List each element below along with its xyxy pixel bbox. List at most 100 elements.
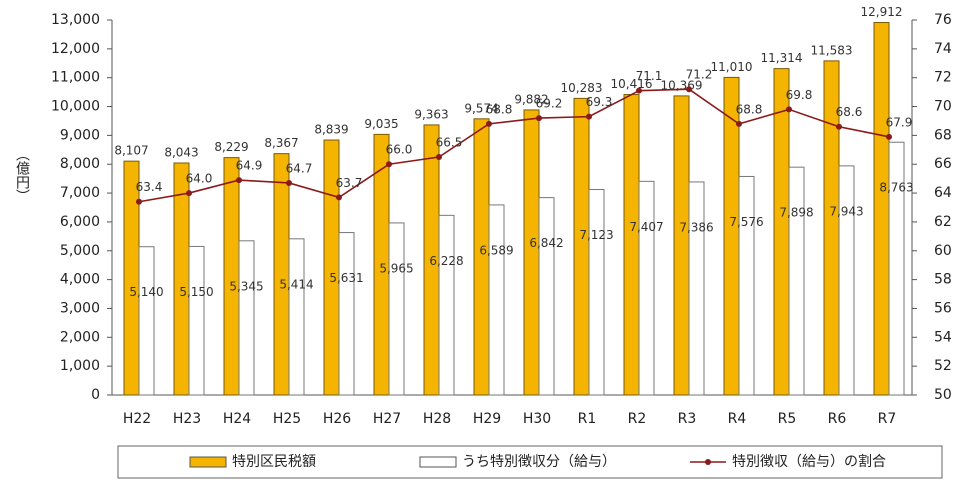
- x-tick-label: H23: [173, 411, 201, 427]
- y2-tick-label: 74: [934, 41, 952, 57]
- line: [138, 88, 890, 203]
- legend-label: 特別徴収（給与）の割合: [732, 453, 886, 470]
- data-label: 71.1: [636, 69, 663, 83]
- y-tick-label: 6,000: [60, 214, 100, 230]
- x-tick-label: H24: [223, 411, 251, 427]
- data-label: 11,583: [811, 43, 853, 57]
- data-label: 5,965: [379, 261, 413, 275]
- data-label: 66.0: [386, 143, 413, 157]
- marker: [436, 154, 442, 161]
- x-tick-label: R3: [678, 411, 697, 427]
- y2-tick-label: 60: [934, 243, 952, 259]
- y2-tick-label: 64: [934, 185, 952, 201]
- data-label: 67.9: [886, 115, 913, 129]
- x-tick-label: R2: [628, 411, 647, 427]
- bar: [273, 153, 290, 396]
- data-label: 5,140: [129, 285, 163, 299]
- data-label: 66.5: [436, 136, 463, 150]
- y2-tick-label: 54: [934, 329, 952, 345]
- y-tick-label: 4,000: [60, 272, 100, 288]
- x-tick-label: H30: [523, 411, 551, 427]
- bar: [338, 232, 355, 396]
- data-label: 71.2: [686, 68, 713, 82]
- data-label: 68.8: [486, 102, 513, 116]
- data-label: 68.8: [736, 102, 763, 116]
- x-tick-label: R1: [578, 411, 597, 427]
- data-label: 7,123: [579, 228, 613, 242]
- y2-tick-label: 68: [934, 127, 952, 143]
- bar: [738, 175, 755, 396]
- data-label: 69.3: [586, 95, 613, 109]
- x-tick-label: H28: [423, 411, 451, 427]
- marker: [286, 179, 292, 186]
- data-label: 10,369: [661, 78, 703, 92]
- marker: [536, 115, 542, 122]
- marker: [636, 87, 642, 94]
- legend-label: 特別区民税額: [232, 454, 316, 470]
- data-label: 64.9: [236, 159, 263, 173]
- x-tick-label: R4: [728, 411, 747, 427]
- data-label: 5,150: [179, 285, 213, 299]
- data-label: 9,882: [514, 92, 548, 106]
- bar: [223, 157, 240, 396]
- y-tick-label: 12,000: [51, 41, 100, 57]
- y-tick-label: 13,000: [51, 12, 100, 28]
- y-tick-label: 0: [91, 387, 100, 403]
- marker: [486, 120, 492, 127]
- bar: [438, 214, 455, 396]
- bar: [173, 162, 190, 396]
- bar: [188, 245, 205, 396]
- bar: [288, 238, 305, 396]
- y2-tick-label: 56: [934, 300, 952, 316]
- bar: [788, 166, 805, 396]
- y-axis-label: （億円）: [14, 147, 30, 203]
- marker: [686, 86, 692, 93]
- data-label: 7,943: [829, 204, 863, 218]
- x-tick-label: H25: [273, 411, 301, 427]
- y2-tick-label: 66: [934, 156, 952, 172]
- data-label: 69.2: [536, 97, 563, 111]
- data-label: 69.8: [786, 88, 813, 102]
- data-label: 10,416: [611, 77, 653, 91]
- bar: [623, 94, 640, 396]
- marker: [336, 194, 342, 201]
- y2-tick-label: 62: [934, 214, 952, 230]
- x-tick-label: R7: [878, 411, 897, 427]
- marker: [586, 113, 592, 120]
- x-tick-label: H26: [323, 411, 351, 427]
- data-label: 5,414: [279, 277, 313, 291]
- y-tick-label: 11,000: [51, 70, 100, 86]
- y-tick-label: 1,000: [60, 358, 100, 374]
- y-tick-label: 8,000: [60, 156, 100, 172]
- data-label: 7,576: [729, 215, 763, 229]
- data-label: 8,763: [879, 181, 913, 195]
- legend-swatch: [189, 456, 227, 468]
- y-tick-label: 7,000: [60, 185, 100, 201]
- data-label: 6,842: [529, 236, 563, 250]
- data-label: 9,035: [364, 117, 398, 131]
- bar: [523, 109, 540, 396]
- bar: [588, 189, 605, 396]
- data-label: 8,839: [314, 123, 348, 137]
- data-label: 8,367: [264, 136, 298, 150]
- data-label: 68.6: [836, 105, 863, 119]
- data-label: 63.4: [136, 180, 163, 194]
- data-label: 5,631: [329, 271, 363, 285]
- y2-tick-label: 70: [934, 99, 952, 115]
- y2-tick-label: 50: [934, 387, 952, 403]
- y-tick-label: 9,000: [60, 127, 100, 143]
- bar: [838, 165, 855, 396]
- y-tick-label: 10,000: [51, 99, 100, 115]
- x-tick-label: H29: [473, 411, 501, 427]
- bar: [873, 22, 890, 396]
- legend-marker: [705, 459, 711, 465]
- data-label: 7,386: [679, 220, 713, 234]
- bar: [773, 68, 790, 396]
- y2-tick-label: 52: [934, 358, 952, 374]
- data-label: 6,589: [479, 243, 513, 257]
- data-label: 8,229: [214, 140, 248, 154]
- data-label: 12,912: [861, 5, 903, 19]
- bar: [638, 180, 655, 396]
- bar: [688, 181, 705, 396]
